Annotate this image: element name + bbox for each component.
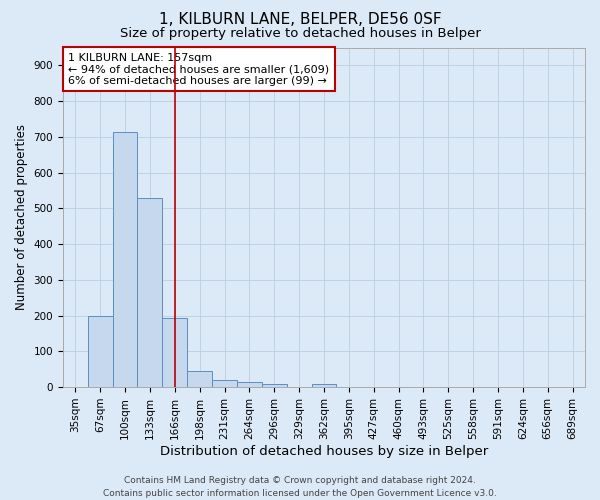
Text: 1, KILBURN LANE, BELPER, DE56 0SF: 1, KILBURN LANE, BELPER, DE56 0SF <box>158 12 442 28</box>
Text: Contains HM Land Registry data © Crown copyright and database right 2024.
Contai: Contains HM Land Registry data © Crown c… <box>103 476 497 498</box>
Bar <box>163 318 187 387</box>
Bar <box>311 384 337 387</box>
Bar <box>237 382 262 387</box>
X-axis label: Distribution of detached houses by size in Belper: Distribution of detached houses by size … <box>160 444 488 458</box>
Bar <box>212 380 237 387</box>
Bar <box>88 316 113 387</box>
Bar <box>262 384 287 387</box>
Y-axis label: Number of detached properties: Number of detached properties <box>15 124 28 310</box>
Text: Size of property relative to detached houses in Belper: Size of property relative to detached ho… <box>119 28 481 40</box>
Bar <box>113 132 137 387</box>
Bar <box>187 372 212 387</box>
Text: 1 KILBURN LANE: 157sqm
← 94% of detached houses are smaller (1,609)
6% of semi-d: 1 KILBURN LANE: 157sqm ← 94% of detached… <box>68 52 329 86</box>
Bar <box>137 198 163 387</box>
